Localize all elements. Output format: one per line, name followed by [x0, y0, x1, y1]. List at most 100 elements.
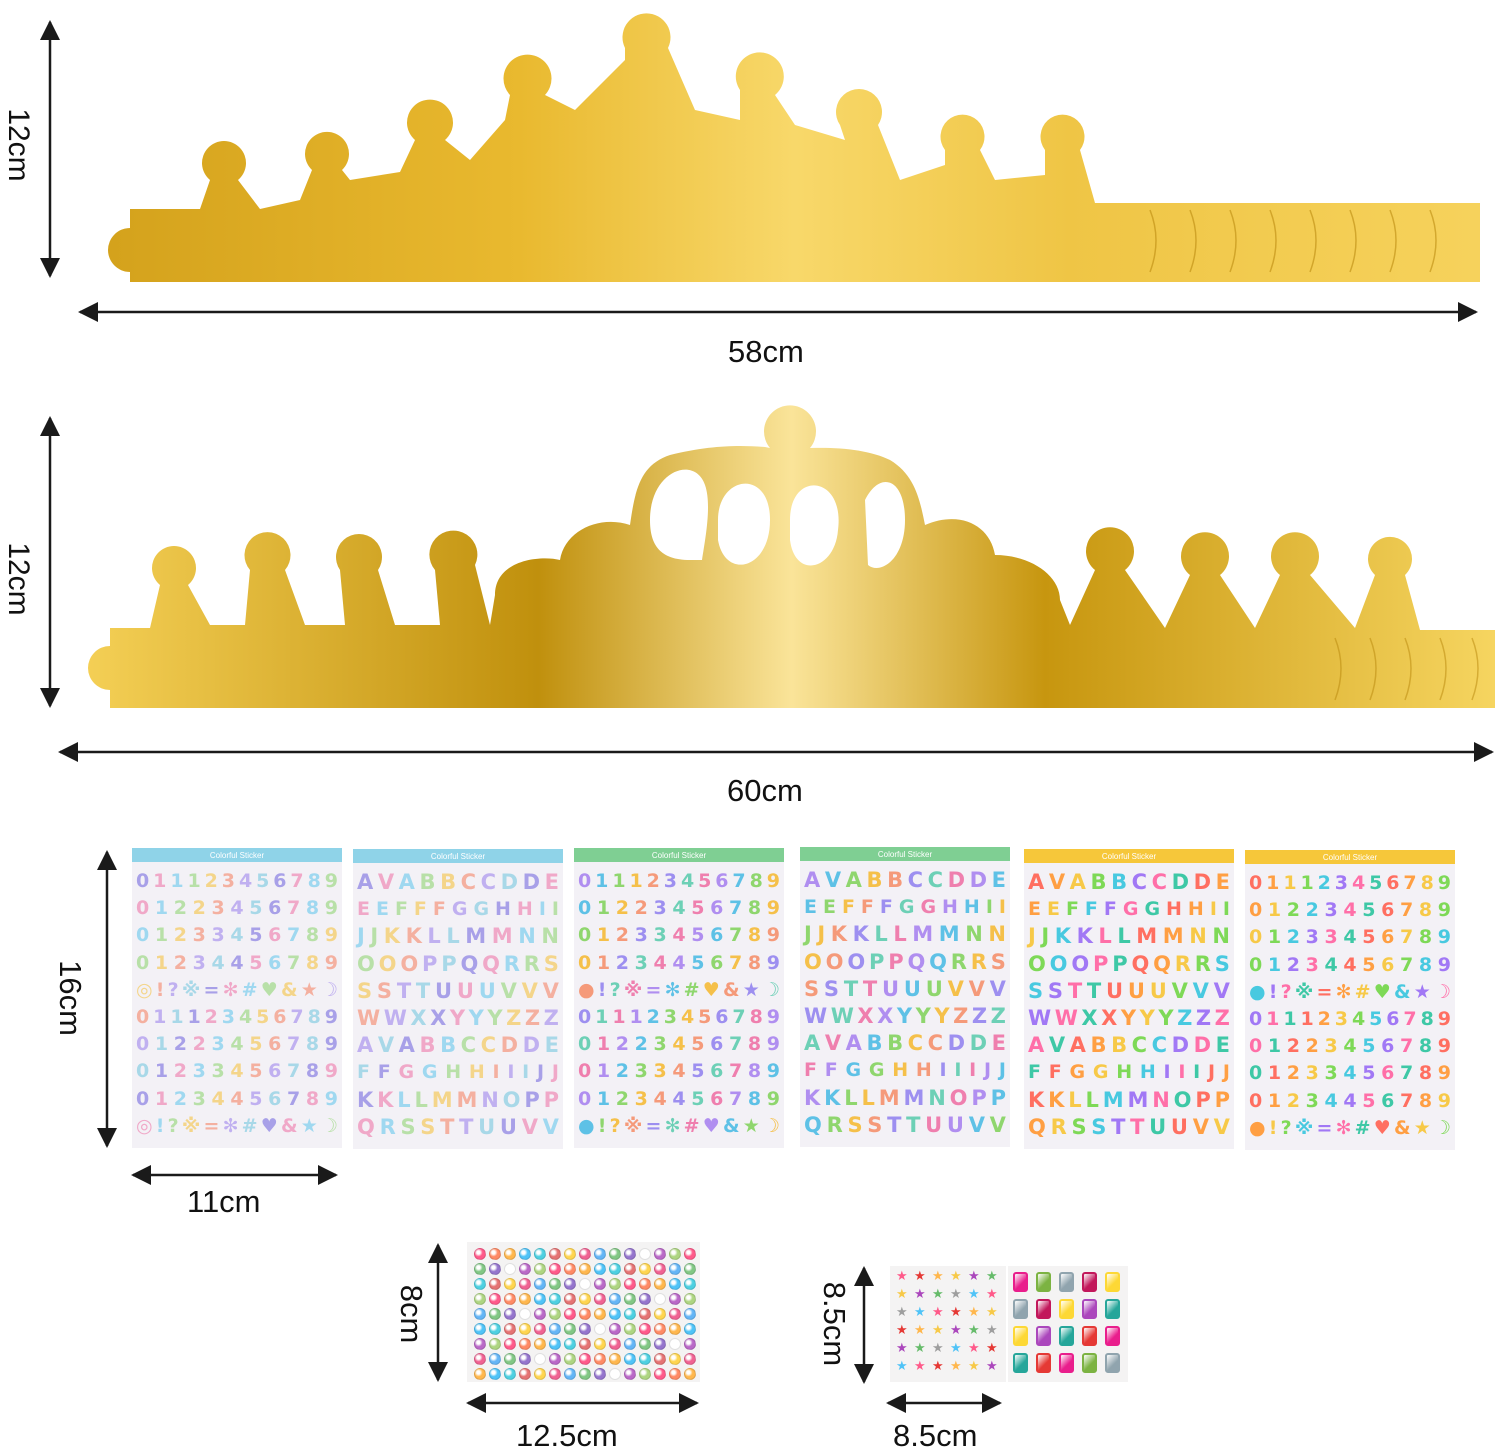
- sticker-character: Y: [1120, 1006, 1137, 1031]
- sticker-character: 2: [173, 1033, 187, 1056]
- sticker-character: U: [1127, 978, 1145, 1003]
- sticker-character: O: [378, 951, 397, 976]
- gem-dot: [579, 1323, 591, 1335]
- sticker-character: U: [499, 1114, 517, 1139]
- sticker-character: L: [1085, 1087, 1099, 1112]
- sticker-character: 3: [211, 1033, 225, 1056]
- sticker-character: U: [478, 978, 496, 1003]
- sticker-character: 2: [173, 924, 187, 947]
- sticker-character: L: [1068, 1087, 1082, 1112]
- sticker-character: A: [804, 1031, 821, 1056]
- sticker-character: 8: [747, 1087, 762, 1110]
- gem-dot: [564, 1263, 576, 1275]
- sticker-character: 8: [1418, 899, 1433, 922]
- sheet-header: Colorful Sticker: [1245, 850, 1455, 864]
- star-gem: ★: [932, 1305, 944, 1320]
- sticker-character: 4: [230, 1087, 244, 1110]
- sticker-character: H: [1139, 1061, 1156, 1084]
- gem-dot: [669, 1263, 681, 1275]
- sticker-character: 2: [1286, 1035, 1300, 1058]
- star-gem: ★: [914, 1287, 926, 1302]
- sticker-character: 7: [287, 1060, 301, 1083]
- sticker-character: S: [867, 1112, 883, 1137]
- sticker-character: S: [1028, 978, 1044, 1003]
- star-gem: ★: [896, 1305, 908, 1320]
- sticker-character: K: [357, 1087, 374, 1112]
- sticker-character: 2: [173, 951, 187, 974]
- sticker-character: L: [414, 1087, 428, 1112]
- sticker-character: L: [427, 924, 441, 949]
- sticker-character: V: [968, 976, 985, 1001]
- gem-dot: [684, 1278, 696, 1290]
- sticker-character: O: [502, 1087, 521, 1112]
- sticker-character: 4: [680, 870, 695, 893]
- sticker-character: 3: [663, 870, 678, 893]
- sticker-character: T: [415, 978, 431, 1003]
- sticker-character: L: [893, 922, 907, 947]
- sticker-character: 3: [653, 897, 667, 920]
- sticker-character: ♥: [1373, 980, 1391, 1003]
- sticker-character: 6: [268, 1087, 282, 1110]
- sticker-character: 1: [596, 1060, 611, 1083]
- sticker-character: 2: [615, 1060, 629, 1083]
- sticker-character: E: [1028, 898, 1041, 921]
- sticker-character: ★: [300, 1114, 318, 1137]
- sticker-character: N: [928, 1085, 946, 1110]
- star-gem: ★: [932, 1359, 944, 1374]
- gem-dot: [489, 1278, 501, 1290]
- sticker-character: Q: [1028, 1114, 1046, 1139]
- sticker-character: 3: [653, 1060, 667, 1083]
- sticker-character: ※: [181, 1114, 201, 1137]
- sticker-character: I: [969, 1059, 977, 1082]
- sticker-character: 1: [154, 951, 169, 974]
- sticker-character: 5: [256, 1006, 270, 1029]
- sticker-character: G: [1144, 898, 1161, 921]
- rectangle-gem: [1036, 1299, 1051, 1319]
- gem-dot: [474, 1293, 486, 1305]
- sticker-character: 1: [596, 924, 611, 947]
- star-gem: ★: [986, 1269, 998, 1284]
- gem-dot: [474, 1263, 486, 1275]
- sticker-character: 2: [615, 1087, 629, 1110]
- sticker-character: X: [1081, 1006, 1098, 1031]
- sticker-character: 1: [596, 897, 611, 920]
- gem-dot: [684, 1323, 696, 1335]
- gem-dot: [579, 1248, 591, 1260]
- sticker-character: U: [925, 976, 943, 1001]
- sticker-character: 4: [1343, 953, 1357, 976]
- sticker-character: P: [422, 951, 438, 976]
- sticker-character: 9: [324, 1087, 338, 1110]
- gem-dot: [669, 1323, 681, 1335]
- sticker-character: ✻: [222, 1114, 239, 1137]
- sticker-character: ※: [1294, 1116, 1314, 1139]
- sticker-character: H: [516, 898, 533, 921]
- sticker-character: 8: [747, 1060, 762, 1083]
- sticker-character: 0: [578, 897, 592, 920]
- sticker-character: 8: [305, 924, 320, 947]
- sticker-character: L: [844, 1085, 858, 1110]
- star-gem: ★: [914, 1305, 926, 1320]
- gem-dot: [639, 1308, 651, 1320]
- sticker-character: I: [1209, 898, 1217, 921]
- gem-dot: [609, 1338, 621, 1350]
- sticker-character: P: [971, 1085, 987, 1110]
- sticker-character: 4: [238, 1006, 253, 1029]
- sticker-row: ◎!? ※ = ✻ # ♥ & ★ ☽: [136, 977, 338, 1004]
- sticker-character: 7: [729, 1033, 743, 1056]
- sticker-character: ✻: [1335, 1116, 1352, 1139]
- sticker-character: 7: [1403, 872, 1417, 895]
- sticker-character: D: [947, 868, 966, 893]
- sticker-character: 4: [672, 1060, 686, 1083]
- sticker-character: Y: [1139, 1006, 1155, 1031]
- sticker-character: 0: [578, 1006, 592, 1029]
- sticker-character: R: [1050, 1114, 1067, 1139]
- sticker-character: C: [927, 1031, 944, 1056]
- sticker-character: R: [1174, 951, 1191, 976]
- sticker-character: E: [804, 896, 817, 919]
